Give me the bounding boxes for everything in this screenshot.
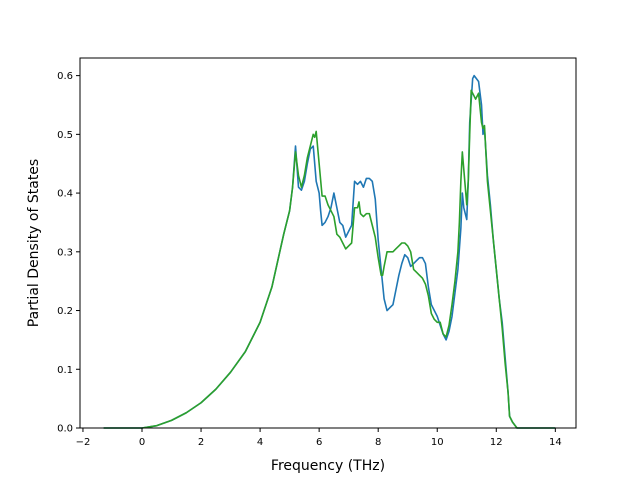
x-axis-label: Frequency (THz): [271, 458, 385, 474]
y-axis-label: Partial Density of States: [26, 159, 42, 327]
y-tick-label: 0.5: [57, 130, 73, 141]
y-axis: 0.0 0.1 0.2 0.3 0.4 0.5 0.6: [57, 71, 80, 435]
y-tick-label: 0.4: [57, 189, 73, 200]
series-layer: [103, 74, 556, 429]
x-tick-label: 8: [375, 437, 381, 448]
x-tick-label: 2: [198, 437, 204, 448]
x-tick-label: 12: [490, 437, 503, 448]
x-tick-label: 0: [139, 437, 145, 448]
y-tick-label: 0.1: [57, 365, 73, 376]
x-tick-label: 4: [257, 437, 263, 448]
y-tick-label: 0.0: [57, 424, 73, 435]
y-tick-label: 0.2: [57, 306, 73, 317]
y-tick-label: 0.3: [57, 247, 73, 258]
x-tick-label: 14: [549, 437, 562, 448]
plot-frame: [79, 57, 577, 429]
x-tick-label: 10: [431, 437, 444, 448]
x-axis: −2 0 2 4 6 8 10 12 14: [76, 428, 562, 448]
series-line-2: [103, 89, 556, 429]
x-tick-label: 6: [316, 437, 322, 448]
series-line-1: [103, 74, 556, 429]
y-tick-label: 0.6: [57, 71, 73, 82]
x-tick-label: −2: [76, 437, 91, 448]
